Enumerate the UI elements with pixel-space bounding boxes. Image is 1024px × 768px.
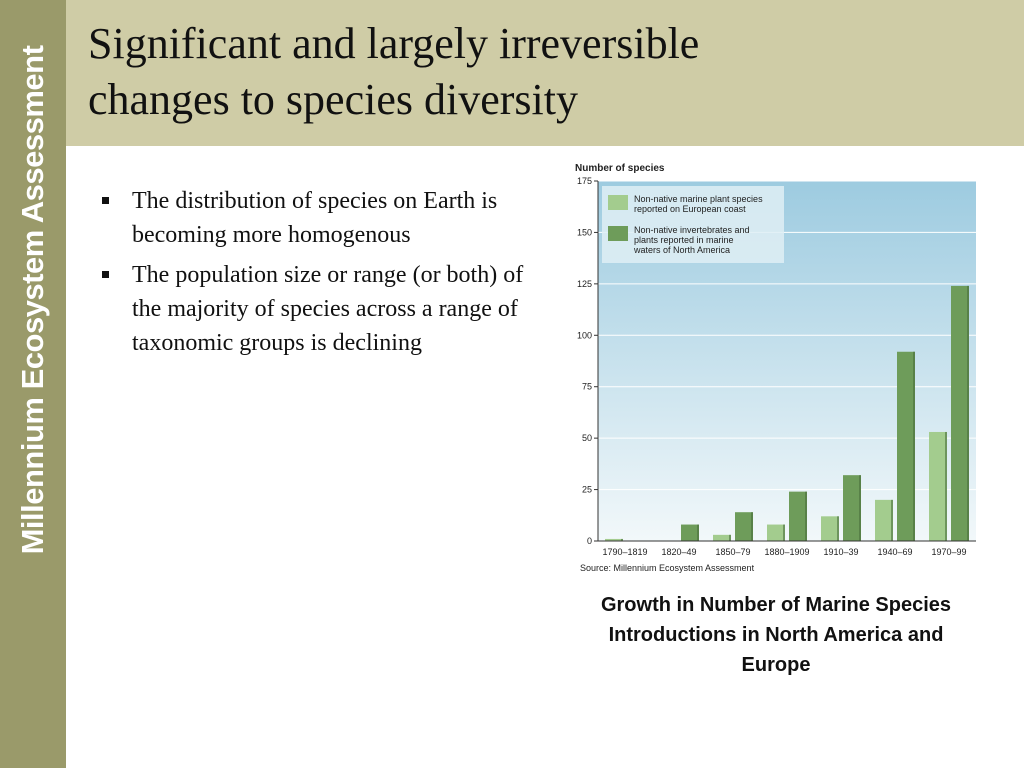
bar-european-plants [929, 431, 947, 541]
y-tick-label: 50 [582, 433, 592, 443]
square-bullet-icon [102, 197, 109, 204]
x-tick-label: 1790–1819 [602, 547, 647, 557]
x-tick-label: 1910–39 [823, 547, 858, 557]
sidebar-brand-text: Millennium Ecosystem Assessment [15, 45, 50, 555]
bullet-text: The population size or range (or both) o… [132, 262, 524, 356]
bar-european-plants [875, 499, 893, 541]
x-tick-label: 1880–1909 [764, 547, 809, 557]
legend-swatch-north-america [608, 226, 628, 241]
bar-shadow [967, 285, 969, 541]
legend-box [602, 186, 784, 263]
bar-north-america [789, 491, 807, 541]
bar-shadow [751, 512, 753, 541]
bar-shadow [729, 534, 731, 541]
bar-chart: 0 25 50 75 100 125 150 175 Number of species 1790… [575, 163, 976, 573]
bar-shadow [805, 491, 807, 541]
y-tick-label: 125 [577, 279, 592, 289]
bar-shadow [621, 538, 623, 541]
bar-shadow [945, 431, 947, 541]
slide-title-line-1: Significant and largely irreversible [88, 19, 700, 68]
x-tick-label: 1820–49 [661, 547, 696, 557]
bar-shadow [891, 499, 893, 541]
chart: 0 25 50 75 100 125 150 175 Number of species 1790… [560, 158, 980, 578]
bar-shadow [913, 351, 915, 541]
chart-caption: Growth in Number of Marine Species Intro… [600, 594, 952, 676]
bar-shadow [783, 524, 785, 541]
y-tick-label: 0 [587, 536, 592, 546]
bar-shadow [837, 516, 839, 541]
sidebar: Millennium Ecosystem Assessment [0, 0, 66, 768]
slide-title: Significant and largely irreversible cha… [88, 16, 988, 128]
bar-north-america [951, 285, 969, 541]
slide-header: Significant and largely irreversible cha… [66, 0, 1024, 146]
bar-european-plants [713, 534, 731, 541]
legend-label: Non-native marine plant species [634, 194, 763, 204]
bullet-item: The population size or range (or both) o… [98, 258, 528, 360]
bullet-text: The distribution of species on Earth is … [132, 188, 498, 248]
bar-european-plants [821, 516, 839, 541]
slide-title-line-2: changes to species diversity [88, 75, 578, 124]
y-tick-label: 75 [582, 382, 592, 392]
x-tick-label: 1940–69 [877, 547, 912, 557]
bullet-item: The distribution of species on Earth is … [98, 184, 528, 252]
bar-shadow [859, 475, 861, 541]
y-tick-label: 175 [577, 176, 592, 186]
square-bullet-icon [102, 271, 109, 278]
bar-north-america [735, 512, 753, 541]
legend-label: plants reported in marine [634, 235, 734, 245]
x-tick-label: 1970–99 [931, 547, 966, 557]
bar-north-america [843, 475, 861, 541]
bar-north-america [681, 524, 699, 541]
legend-label: Non-native invertebrates and [634, 225, 750, 235]
y-tick-label: 150 [577, 227, 592, 237]
x-tick-label: 1850–79 [715, 547, 750, 557]
y-tick-label: 100 [577, 330, 592, 340]
legend-swatch-european-plants [608, 195, 628, 210]
y-axis-label: Number of species [575, 163, 665, 174]
legend-label: reported on European coast [634, 204, 746, 214]
bar-european-plants [605, 538, 623, 541]
y-tick-label: 25 [582, 485, 592, 495]
bar-north-america [897, 351, 915, 541]
chart-source: Source: Millennium Ecosystem Assessment [580, 563, 755, 573]
bar-european-plants [767, 524, 785, 541]
bullet-list: The distribution of species on Earth is … [98, 184, 528, 366]
legend-label: waters of North America [633, 245, 730, 255]
bar-shadow [697, 524, 699, 541]
